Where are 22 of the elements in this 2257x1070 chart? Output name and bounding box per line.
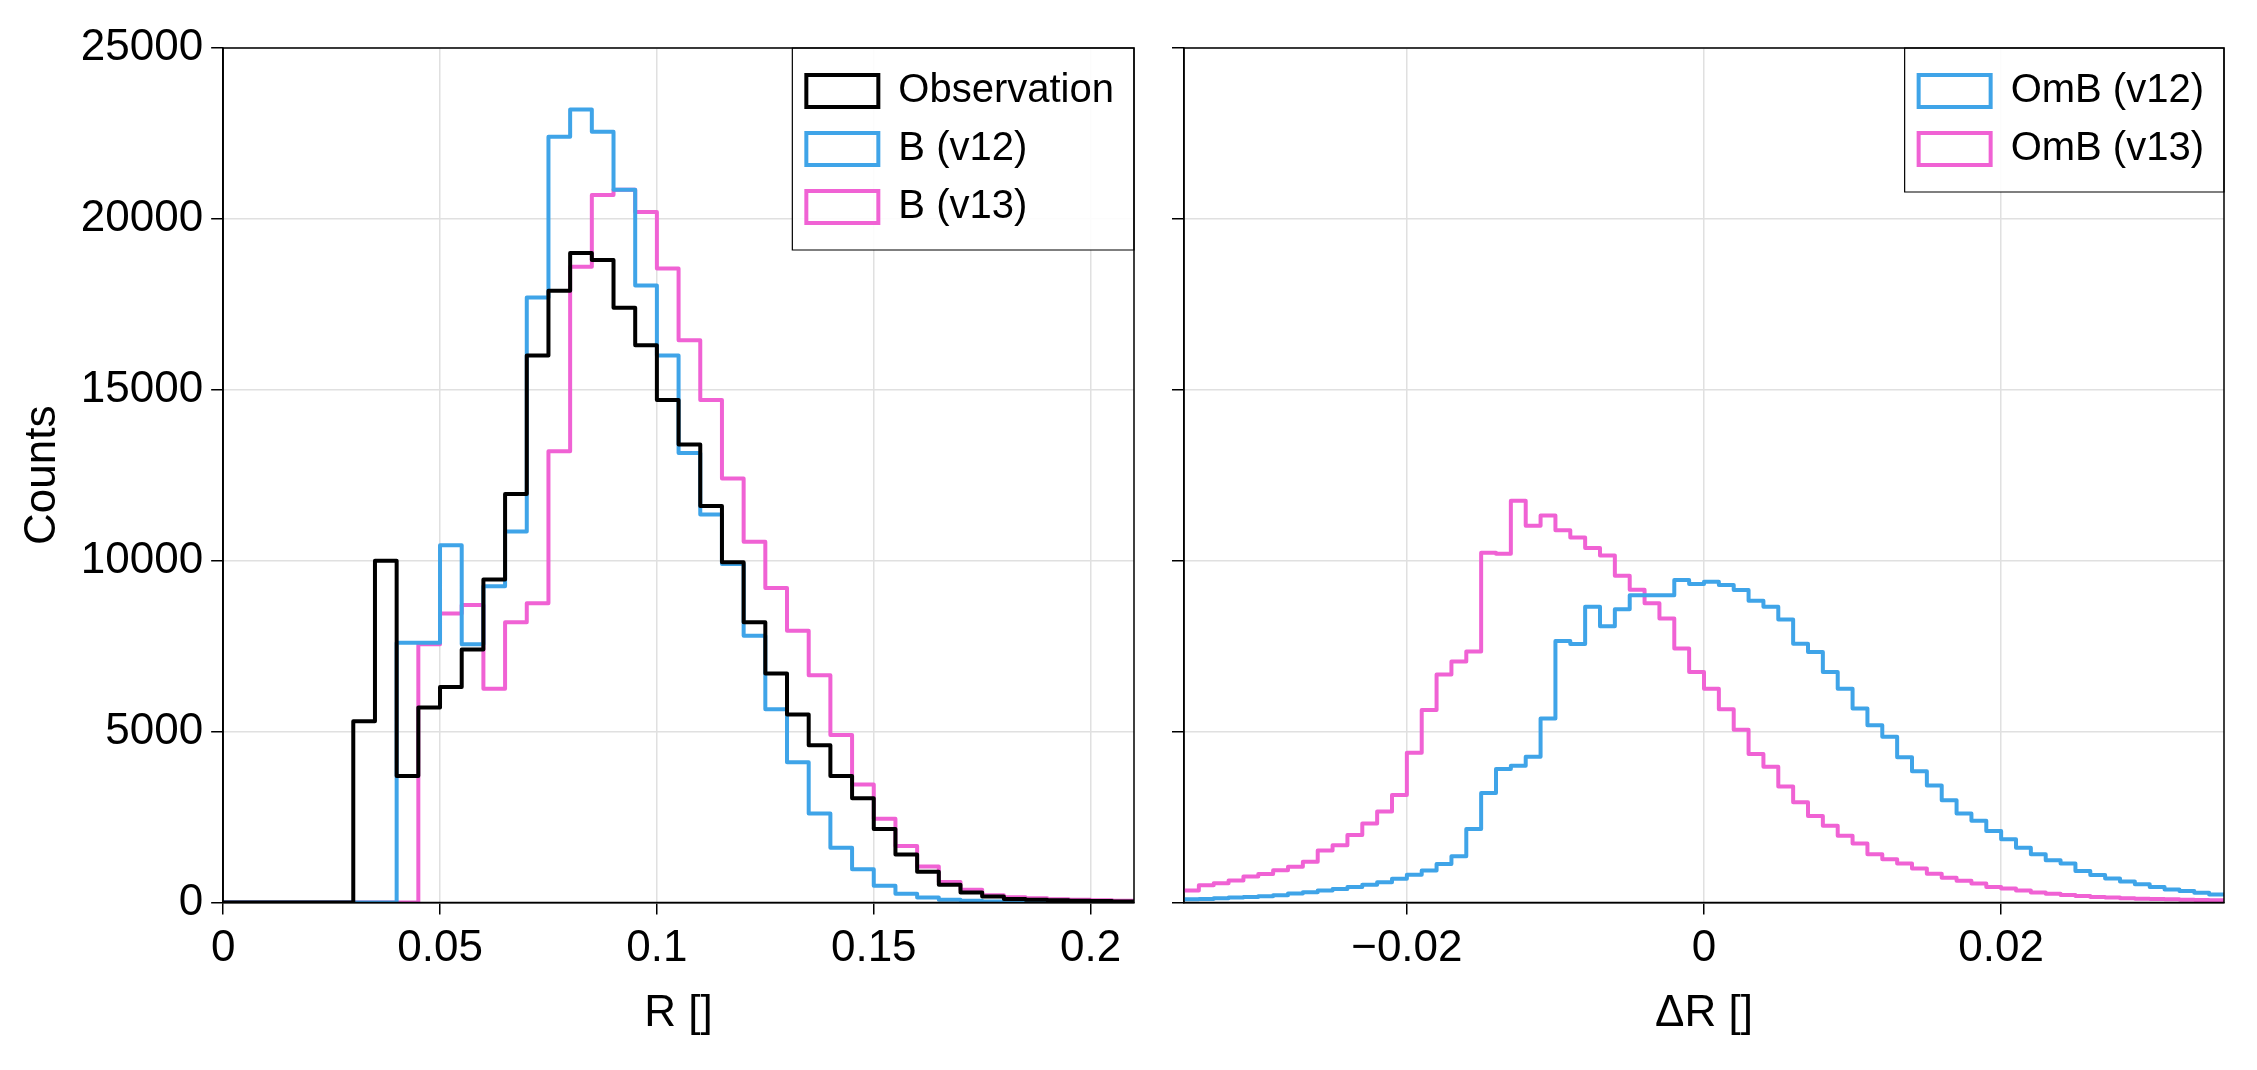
y-tick-label: 15000	[80, 361, 204, 411]
y-tick-label: 5000	[105, 703, 204, 753]
x-tick-label: 0.02	[1958, 920, 2044, 970]
legend-label: OmB (v12)	[2010, 66, 2204, 111]
y-tick-label: 25000	[80, 20, 204, 70]
x-tick-label: 0.05	[397, 920, 483, 970]
x-axis-title: R []	[644, 985, 713, 1035]
x-tick-label: 0.2	[1060, 920, 1122, 970]
y-tick-label: 10000	[80, 532, 204, 582]
x-tick-label: 0	[210, 920, 236, 970]
x-tick-label: 0.1	[626, 920, 688, 970]
y-tick-label: 0	[178, 874, 204, 924]
y-axis-title: Counts	[14, 405, 64, 545]
x-tick-label: 0.15	[830, 920, 917, 970]
legend-label: OmB (v13)	[2010, 124, 2204, 169]
x-tick-label: −0.02	[1351, 920, 1463, 970]
legend-label: B (v12)	[898, 124, 1028, 169]
x-axis-title: ΔR []	[1655, 985, 1753, 1035]
x-tick-label: 0	[1691, 920, 1717, 970]
y-tick-label: 20000	[80, 191, 204, 241]
legend-label: B (v13)	[898, 182, 1028, 227]
legend-label: Observation	[898, 66, 1115, 111]
